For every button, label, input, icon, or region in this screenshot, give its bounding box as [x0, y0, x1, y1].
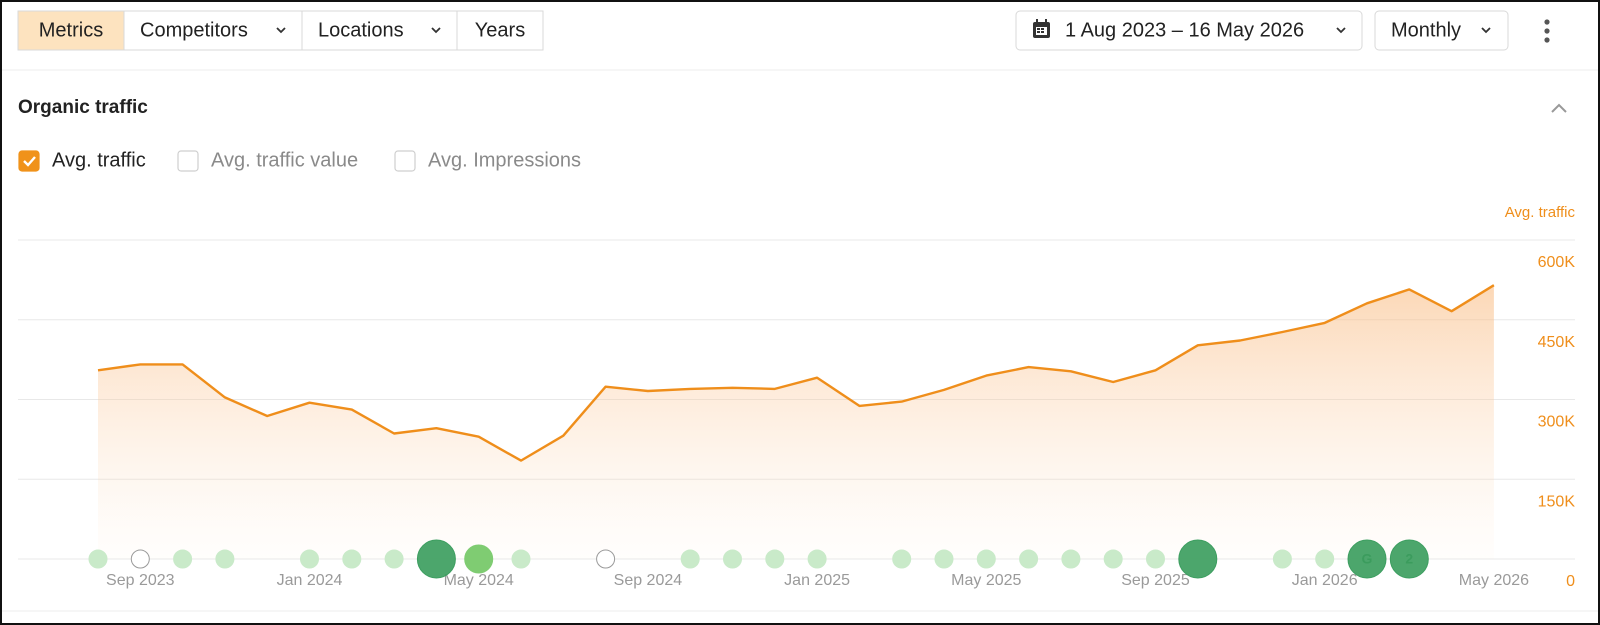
event-bubble	[215, 549, 235, 569]
event-bubble	[1347, 539, 1387, 579]
collapse-chevron[interactable]	[1551, 103, 1567, 113]
toggle-label: Avg. Impressions	[428, 149, 581, 171]
event-bubble	[892, 549, 912, 569]
toolbar-tab[interactable]: Locations	[301, 10, 458, 51]
more-menu[interactable]	[1544, 19, 1550, 43]
toolbar-tab[interactable]: Competitors	[123, 10, 303, 51]
tab-frame	[123, 10, 303, 51]
event-bubble	[1146, 549, 1165, 569]
x-tick-label: May 2025	[951, 572, 1021, 589]
x-tick-label: Sep 2024	[614, 572, 683, 589]
event-bubble	[342, 549, 362, 569]
event-bubble	[173, 549, 193, 569]
button-frame	[1374, 10, 1509, 51]
checkbox	[18, 150, 40, 172]
chevron-down	[431, 27, 441, 34]
x-tick-label: May 2024	[444, 572, 514, 589]
event-bubble	[300, 549, 319, 569]
tab-label: Metrics	[39, 19, 103, 41]
checkbox	[394, 150, 416, 172]
event-bubble	[807, 549, 827, 569]
toolbar-tab[interactable]: Years	[456, 10, 544, 51]
area-fill	[98, 285, 1494, 559]
event-bubble	[1389, 539, 1429, 579]
y-tick-label: 0	[1566, 573, 1575, 590]
event-bubble	[1103, 549, 1123, 569]
y-tick-label: 300K	[1538, 414, 1576, 431]
y-tick-label: 600K	[1538, 254, 1576, 271]
x-tick-label: Jan 2024	[277, 572, 343, 589]
tab-label: Locations	[318, 19, 404, 41]
tab-frame	[456, 10, 544, 51]
checkbox	[177, 150, 199, 172]
calendar-icon	[1033, 19, 1050, 38]
tab-frame	[301, 10, 458, 51]
interval-button[interactable]: Monthly	[1374, 10, 1509, 51]
toggle-label: Avg. traffic value	[211, 149, 358, 171]
x-tick-label: Jan 2025	[784, 572, 850, 589]
event-bubble	[88, 549, 108, 569]
event-bubble	[680, 549, 700, 569]
y-tick-label: 150K	[1538, 493, 1576, 510]
chevron-down	[276, 27, 286, 34]
checkmark	[23, 156, 36, 167]
event-bubble	[511, 549, 531, 569]
metric-toggle[interactable]: Avg. traffic value	[177, 149, 358, 172]
traffic-line	[97, 284, 1495, 462]
event-bubble	[130, 549, 150, 569]
y-axis-title: Avg. traffic	[1505, 204, 1576, 221]
date-range-label: 1 Aug 2023 – 16 May 2026	[1065, 19, 1304, 41]
event-bubble	[723, 549, 742, 569]
button-frame	[1015, 10, 1363, 51]
event-bubble	[1178, 539, 1218, 579]
interval-label: Monthly	[1391, 19, 1461, 41]
event-bubble	[384, 549, 404, 569]
event-bubble	[1315, 549, 1335, 569]
event-bubble	[464, 544, 494, 574]
tab-label: Competitors	[140, 19, 248, 41]
metric-toggle[interactable]: Avg. Impressions	[394, 149, 581, 172]
event-bubble	[1061, 549, 1081, 569]
section-title: Organic traffic	[18, 97, 148, 118]
chevron-down	[1336, 27, 1346, 34]
x-tick-label: Sep 2025	[1121, 572, 1190, 589]
x-tick-label: May 2026	[1459, 572, 1529, 589]
event-bubble	[765, 549, 785, 569]
event-bubble	[1019, 549, 1039, 569]
event-bubble	[416, 539, 456, 579]
tab-label: Years	[475, 19, 525, 41]
toggle-label: Avg. traffic	[52, 149, 146, 171]
metric-toggle[interactable]: Avg. traffic	[18, 149, 146, 172]
chevron-down	[1481, 27, 1491, 34]
x-tick-label: Jan 2026	[1292, 572, 1358, 589]
date-range-button[interactable]: 1 Aug 2023 – 16 May 2026	[1015, 10, 1363, 51]
event-bubble	[934, 549, 954, 569]
event-bubble	[1272, 549, 1292, 569]
toolbar-tab[interactable]: Metrics	[17, 10, 125, 51]
x-tick-label: Sep 2023	[106, 572, 175, 589]
event-bubble	[976, 549, 996, 569]
event-bubble	[596, 549, 616, 569]
y-tick-label: 450K	[1538, 334, 1576, 351]
